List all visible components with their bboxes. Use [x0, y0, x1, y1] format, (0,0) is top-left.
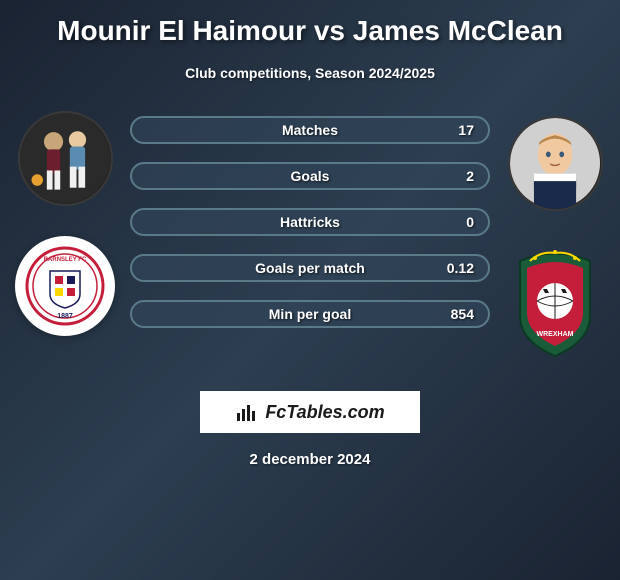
watermark-box: FcTables.com — [200, 391, 419, 433]
stat-value: 2 — [466, 168, 474, 184]
player-left-photo — [18, 111, 113, 206]
stat-label: Hattricks — [280, 214, 340, 230]
svg-text:WREXHAM: WREXHAM — [537, 331, 574, 338]
player-action-icon — [20, 111, 111, 206]
stat-value: 0 — [466, 214, 474, 230]
page-title: Mounir El Haimour vs James McClean — [57, 15, 563, 47]
watermark-text: FcTables.com — [265, 402, 384, 423]
svg-text:1887: 1887 — [57, 313, 73, 320]
stat-value: 0.12 — [447, 260, 474, 276]
stat-bar-mpg: Min per goal 854 — [130, 300, 490, 328]
stat-value: 17 — [458, 122, 474, 138]
subtitle: Club competitions, Season 2024/2025 — [185, 65, 435, 81]
player-headshot-icon — [510, 116, 601, 211]
right-column: WREXHAM — [500, 111, 610, 361]
left-column: 1887 BARNSLEY FC — [10, 111, 120, 336]
stat-bar-goals: Goals 2 — [130, 162, 490, 190]
stat-value: 854 — [451, 306, 474, 322]
main-container: Mounir El Haimour vs James McClean Club … — [0, 0, 620, 478]
wrexham-badge-icon: WREXHAM — [505, 241, 605, 361]
stat-label: Goals — [291, 168, 330, 184]
date-text: 2 december 2024 — [250, 451, 371, 468]
stat-label: Min per goal — [269, 306, 351, 322]
stat-bar-matches: Matches 17 — [130, 116, 490, 144]
chart-icon — [235, 401, 257, 423]
content-row: 1887 BARNSLEY FC Matches 17 Goals 2 Hatt… — [0, 111, 620, 361]
player-right-photo — [508, 116, 603, 211]
svg-text:BARNSLEY FC: BARNSLEY FC — [44, 257, 87, 263]
stats-column: Matches 17 Goals 2 Hattricks 0 Goals per… — [120, 111, 500, 328]
barnsley-badge-icon: 1887 BARNSLEY FC — [25, 246, 105, 326]
club-left-badge: 1887 BARNSLEY FC — [15, 236, 115, 336]
club-right-badge: WREXHAM — [505, 241, 605, 361]
stat-bar-hattricks: Hattricks 0 — [130, 208, 490, 236]
stat-bar-gpm: Goals per match 0.12 — [130, 254, 490, 282]
stat-label: Matches — [282, 122, 338, 138]
stat-label: Goals per match — [255, 260, 365, 276]
